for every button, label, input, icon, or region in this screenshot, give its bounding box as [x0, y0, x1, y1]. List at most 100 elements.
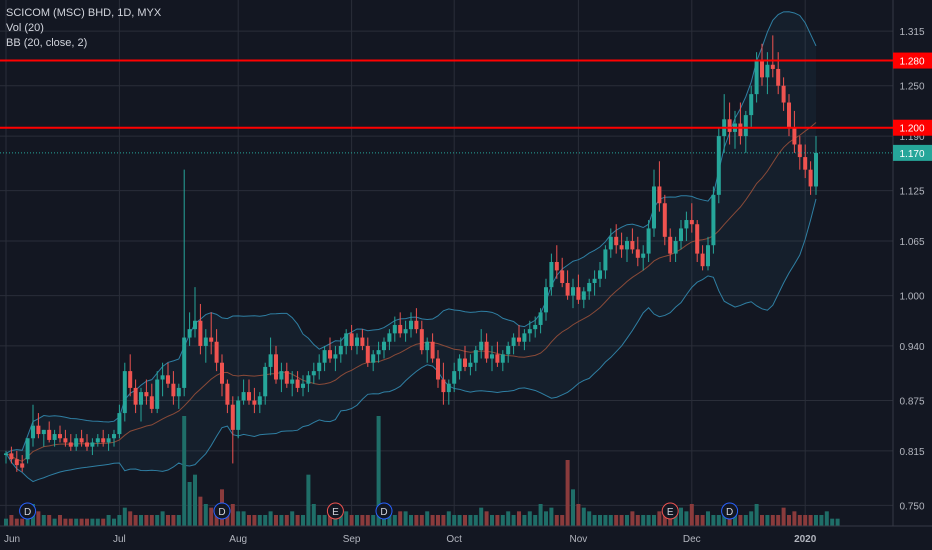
- candle-body: [344, 333, 349, 346]
- volume-bar: [765, 515, 770, 526]
- volume-bar: [803, 515, 808, 526]
- price-tick-label: 0.750: [899, 501, 924, 512]
- volume-bar: [581, 507, 586, 526]
- volume-bar: [344, 511, 349, 526]
- volume-bar: [527, 511, 532, 526]
- dividend-marker[interactable]: [375, 502, 393, 520]
- volume-bar: [290, 511, 295, 526]
- candle-body: [14, 459, 19, 466]
- earnings-marker[interactable]: [661, 502, 679, 520]
- candle-body: [58, 434, 62, 439]
- candle-body: [544, 287, 548, 313]
- candle-body: [225, 383, 230, 405]
- volume-bar: [403, 511, 408, 526]
- candle-body: [160, 375, 165, 380]
- candle-body: [349, 333, 354, 346]
- candle-body: [576, 287, 581, 300]
- earnings-marker[interactable]: [326, 502, 344, 520]
- candle-body: [209, 337, 214, 342]
- volume-bar: [814, 515, 818, 526]
- volume-bar: [630, 511, 635, 526]
- candle-body: [511, 337, 516, 346]
- price-axis-background: [893, 0, 932, 550]
- volume-bar: [468, 515, 473, 526]
- price-tick-label: 1.250: [899, 82, 924, 93]
- volume-indicator-label[interactable]: Vol (20): [6, 22, 44, 34]
- candle-body: [36, 425, 41, 435]
- candle-body: [371, 354, 376, 363]
- volume-bar: [171, 515, 176, 526]
- volume-bar: [365, 515, 370, 526]
- symbol-title[interactable]: SCICOM (MSC) BHD, 1D, MYX: [6, 7, 162, 19]
- dividend-marker[interactable]: [19, 502, 37, 520]
- volume-bar: [511, 515, 516, 526]
- volume-bar: [662, 515, 667, 526]
- candle-body: [625, 241, 629, 250]
- volume-bar: [20, 518, 25, 526]
- candle-body: [776, 68, 781, 86]
- volume-bar: [139, 515, 143, 526]
- candle-body: [662, 203, 667, 237]
- volume-bar: [236, 511, 241, 526]
- price-tick-label: 1.125: [899, 187, 924, 198]
- volume-bar: [63, 518, 68, 526]
- volume-bar: [754, 504, 759, 526]
- candle-body: [301, 383, 305, 388]
- volume-bar: [355, 515, 359, 526]
- price-axis[interactable]: 0.750 0.815 0.875 0.940 1.000 1.065 1.125 1.190…: [892, 0, 932, 550]
- candle-body: [257, 396, 262, 405]
- candle-body: [25, 438, 30, 460]
- candles: [4, 35, 818, 472]
- candle-body: [187, 329, 192, 338]
- volume-bar: [284, 515, 289, 526]
- candle-body: [338, 345, 343, 355]
- volume-bar: [716, 515, 721, 526]
- event-marker-label: D: [380, 507, 387, 518]
- bollinger-indicator-label[interactable]: BB (20, close, 2): [6, 37, 88, 49]
- candle-body: [522, 333, 527, 342]
- candle-body: [306, 375, 311, 384]
- candle-body: [484, 341, 489, 359]
- candle-body: [149, 396, 154, 409]
- volume-bar: [376, 416, 381, 526]
- candle-body: [328, 350, 332, 359]
- lower-band-line: [5, 198, 817, 483]
- candle-body: [635, 249, 640, 258]
- volume-bar: [274, 515, 278, 526]
- volume-bar: [263, 515, 268, 526]
- time-tick-label: Dec: [683, 534, 701, 545]
- candle-body: [446, 383, 451, 393]
- volume-bar: [603, 515, 608, 526]
- volume-bar: [625, 515, 629, 526]
- time-axis[interactable]: Jun Jul Aug Sep Oct Nov Dec 2020: [0, 525, 932, 550]
- volume-bar: [193, 474, 197, 526]
- horizontal-lines[interactable]: 1.280 1.200 1.170: [0, 52, 932, 161]
- candle-body: [506, 345, 511, 355]
- dividend-marker[interactable]: [213, 502, 231, 520]
- volume-bar: [182, 416, 187, 526]
- price-tick-label: 0.815: [899, 447, 924, 458]
- horizontal-line-label: 1.200: [899, 124, 924, 135]
- volume-bar: [203, 504, 208, 526]
- volume-bar: [463, 515, 467, 526]
- volume-bar: [317, 515, 322, 526]
- dividend-marker[interactable]: [721, 502, 739, 520]
- volume-bar: [689, 504, 694, 526]
- candle-body: [657, 186, 662, 204]
- candle-body: [668, 236, 673, 254]
- candle-body: [684, 220, 689, 229]
- volume-bar: [506, 511, 511, 526]
- volume-bar: [544, 511, 548, 526]
- volume-bar: [522, 515, 527, 526]
- time-tick-label: Sep: [343, 534, 361, 545]
- candle-body: [749, 94, 754, 116]
- candle-body: [419, 329, 424, 351]
- candle-body: [333, 354, 338, 359]
- candle-body: [592, 278, 597, 283]
- volume-bar: [614, 515, 619, 526]
- candle-body: [814, 152, 818, 187]
- candle-body: [700, 253, 705, 267]
- candle-body: [133, 387, 138, 405]
